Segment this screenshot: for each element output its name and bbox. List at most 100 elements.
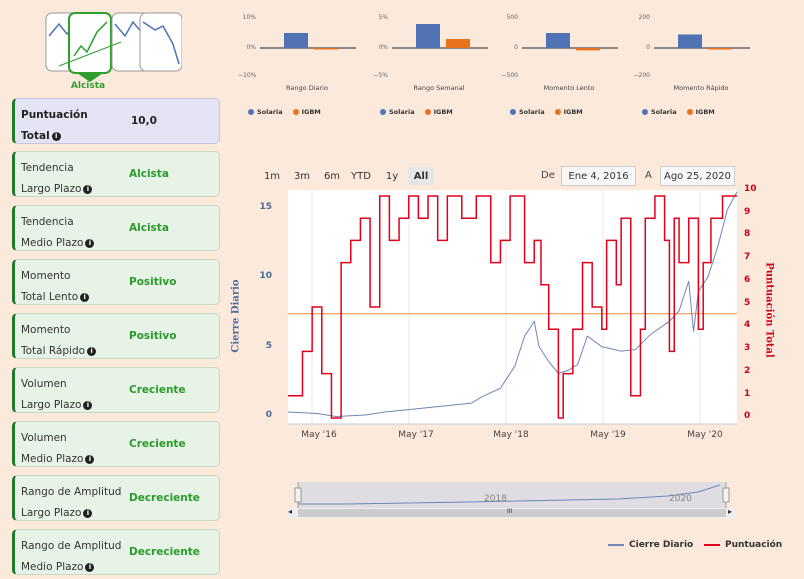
mini-bars: [260, 33, 356, 50]
legend-label: IGBM: [563, 108, 583, 116]
legend-item-igbm[interactable]: IGBM: [554, 108, 583, 116]
card-value: 10,0: [131, 115, 157, 127]
mini-bars: [522, 33, 618, 51]
y-tick: −200: [633, 72, 650, 79]
mini-legend: Solaria IGBM: [510, 108, 583, 116]
mini-bars: [392, 24, 488, 49]
range-button-1y[interactable]: 1y: [385, 170, 399, 182]
card-volumen-medio-plazo: Volumen Medio Plazo i Creciente: [12, 421, 220, 467]
series-cierre-diario: [287, 191, 738, 418]
card-label-2: Largo Plazo: [21, 183, 82, 195]
mini-chart-title: Momento Rápido: [673, 84, 729, 92]
y-tick: −500: [501, 72, 518, 79]
y-axis-left-title: Cierre Diario: [230, 279, 242, 353]
x-tick: May '17: [398, 430, 434, 440]
date-from-input[interactable]: Ene 4, 2016: [561, 166, 636, 186]
info-icon[interactable]: i: [83, 508, 93, 518]
bar-solaria: [678, 34, 702, 48]
legend-item-solaria[interactable]: Solaria: [510, 108, 545, 116]
info-icon[interactable]: i: [85, 562, 95, 572]
legend-label: Solaria: [389, 108, 415, 116]
bar-solaria: [416, 24, 440, 48]
right-tick: 1: [744, 389, 751, 399]
scroll-right-button[interactable]: ▸: [728, 507, 733, 516]
mini-chart-title: Momento Lento: [543, 84, 595, 92]
navigator-label: 2020: [669, 494, 692, 504]
legend-item-solaria[interactable]: Solaria: [248, 108, 283, 116]
range-button-all[interactable]: All: [408, 167, 434, 185]
card-momento-total-rapido: Momento Total Rápido i Positivo: [12, 313, 220, 359]
x-tick: May '18: [493, 430, 529, 440]
left-tick: 10: [259, 271, 272, 281]
legend-label: IGBM: [433, 108, 453, 116]
mini-chart-rango-semanal: 5% 0% −5% Rango Semanal Solaria IGBM: [370, 12, 488, 120]
info-icon[interactable]: i: [85, 238, 95, 248]
mini-legend: Solaria IGBM: [642, 108, 715, 116]
right-tick: 6: [744, 275, 751, 285]
info-icon[interactable]: i: [80, 292, 90, 302]
info-icon[interactable]: i: [83, 400, 93, 410]
mini-legend: Solaria IGBM: [380, 108, 453, 116]
info-icon[interactable]: i: [51, 131, 61, 141]
legend-item-igbm[interactable]: IGBM: [424, 108, 453, 116]
card-label-2: Total Lento: [21, 291, 79, 303]
right-tick: 2: [744, 366, 751, 376]
mini-chart-momento-lento: 500 0 −500 Momento Lento Solaria IGBM: [500, 12, 618, 120]
info-icon[interactable]: i: [87, 346, 97, 356]
card-label-2: Largo Plazo: [21, 507, 82, 519]
right-tick: 10: [744, 184, 757, 194]
scroll-left-button[interactable]: ◂: [288, 507, 293, 516]
card-value: Decreciente: [129, 546, 200, 558]
date-to-label: A: [645, 170, 652, 181]
legend-item-solaria[interactable]: Solaria: [380, 108, 415, 116]
right-tick: 3: [744, 343, 751, 353]
mini-chart-momento-rapido: 200 0 −200 Momento Rápido Solaria IGBM: [632, 12, 750, 120]
mini-chart-title: Rango Semanal: [413, 84, 465, 92]
bar-igbm: [708, 48, 732, 50]
range-button-ytd[interactable]: YTD: [351, 170, 371, 182]
legend-label: IGBM: [301, 108, 321, 116]
trend-uptrend-icon: [45, 12, 182, 82]
bar-solaria: [546, 33, 570, 48]
card-volumen-largo-plazo: Volumen Largo Plazo i Creciente: [12, 367, 220, 413]
right-tick: 9: [744, 207, 751, 217]
card-label-1: Rango de Amplitud: [21, 540, 122, 552]
left-tick: 5: [265, 341, 272, 351]
legend-item-igbm[interactable]: IGBM: [686, 108, 715, 116]
range-button-1m[interactable]: 1m: [263, 170, 281, 182]
card-label-1: Puntuación: [21, 109, 88, 121]
legend-label: Solaria: [651, 108, 677, 116]
mini-chart-title: Rango Diario: [286, 84, 328, 92]
legend-label: IGBM: [695, 108, 715, 116]
card-label-1: Volumen: [21, 432, 67, 444]
legend-item-solaria[interactable]: Solaria: [642, 108, 677, 116]
left-tick: 15: [259, 202, 272, 212]
card-label-2: Medio Plazo: [21, 237, 84, 249]
bar-solaria: [284, 33, 308, 48]
left-tick: 0: [265, 410, 272, 420]
navigator-label: 2018: [484, 494, 507, 504]
card-value: Positivo: [129, 276, 177, 288]
info-icon[interactable]: i: [83, 184, 93, 194]
card-rango-amplitud-medio-plazo: Rango de Amplitud Medio Plazo i Decrecient…: [12, 529, 220, 575]
legend-item-igbm[interactable]: IGBM: [292, 108, 321, 116]
y-tick: 0%: [246, 44, 256, 51]
date-to-input[interactable]: Ago 25, 2020: [660, 166, 735, 186]
scrollbar-thumb[interactable]: III: [507, 508, 513, 515]
mini-chart-rango-diario: 10% 0% −10% Rango Diario Solaria IGBM: [238, 12, 356, 120]
right-tick: 5: [744, 298, 751, 308]
range-button-3m[interactable]: 3m: [293, 170, 311, 182]
card-label-2: Total: [21, 130, 50, 142]
navigator[interactable]: 2018 2020 ◂ III ▸: [288, 482, 736, 518]
range-button-6m[interactable]: 6m: [323, 170, 341, 182]
info-icon[interactable]: i: [85, 454, 95, 464]
y-tick: 0: [514, 44, 518, 51]
card-value: Creciente: [129, 384, 186, 396]
right-tick: 0: [744, 411, 751, 421]
legend-puntuacion[interactable]: Puntuación: [704, 540, 782, 550]
y-tick: 0: [646, 44, 650, 51]
card-rango-amplitud-largo-plazo: Rango de Amplitud Largo Plazo i Decrecient…: [12, 475, 220, 521]
legend-cierre-diario[interactable]: Cierre Diario: [608, 540, 693, 550]
card-label-1: Rango de Amplitud: [21, 486, 122, 498]
x-tick: May '19: [590, 430, 626, 440]
